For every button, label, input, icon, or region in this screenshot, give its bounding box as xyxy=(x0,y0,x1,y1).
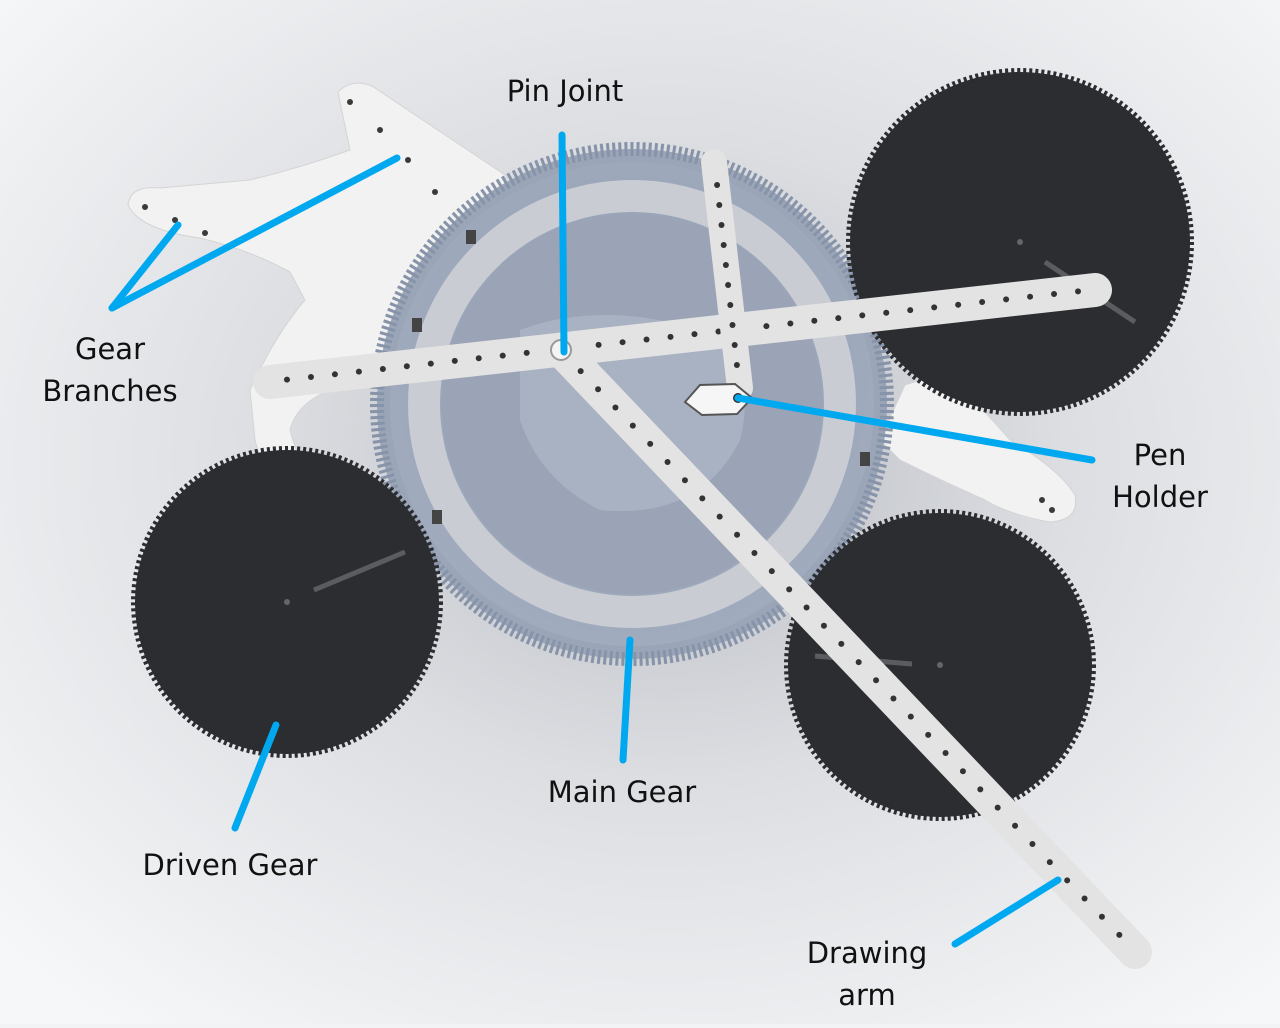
driven-gear-bottom-right xyxy=(784,509,1096,821)
label-driven-gear: Driven Gear xyxy=(142,848,318,882)
label-pin-joint: Pin Joint xyxy=(506,74,624,108)
callout-main-gear xyxy=(619,636,634,764)
callout-driven-gear xyxy=(231,721,280,832)
callout-drawing-arm xyxy=(951,876,1062,948)
callout-lines xyxy=(108,131,1096,948)
drawing-arm xyxy=(544,333,1152,969)
label-main-gear: Main Gear xyxy=(547,775,697,809)
callout-gear-branches-b xyxy=(108,154,401,312)
callout-pen-holder xyxy=(734,394,1096,464)
driven-gear-top-right xyxy=(846,68,1194,416)
pen-link xyxy=(701,149,753,401)
driven-gear-left xyxy=(131,446,443,758)
label-pen-holder: Pen Holder xyxy=(1112,438,1208,514)
label-drawing-arm: Drawing arm xyxy=(806,936,928,1012)
label-gear-branches: Gear Branches xyxy=(42,332,178,408)
callout-gear-branches-a xyxy=(108,221,182,312)
callout-pin-joint xyxy=(558,131,568,356)
